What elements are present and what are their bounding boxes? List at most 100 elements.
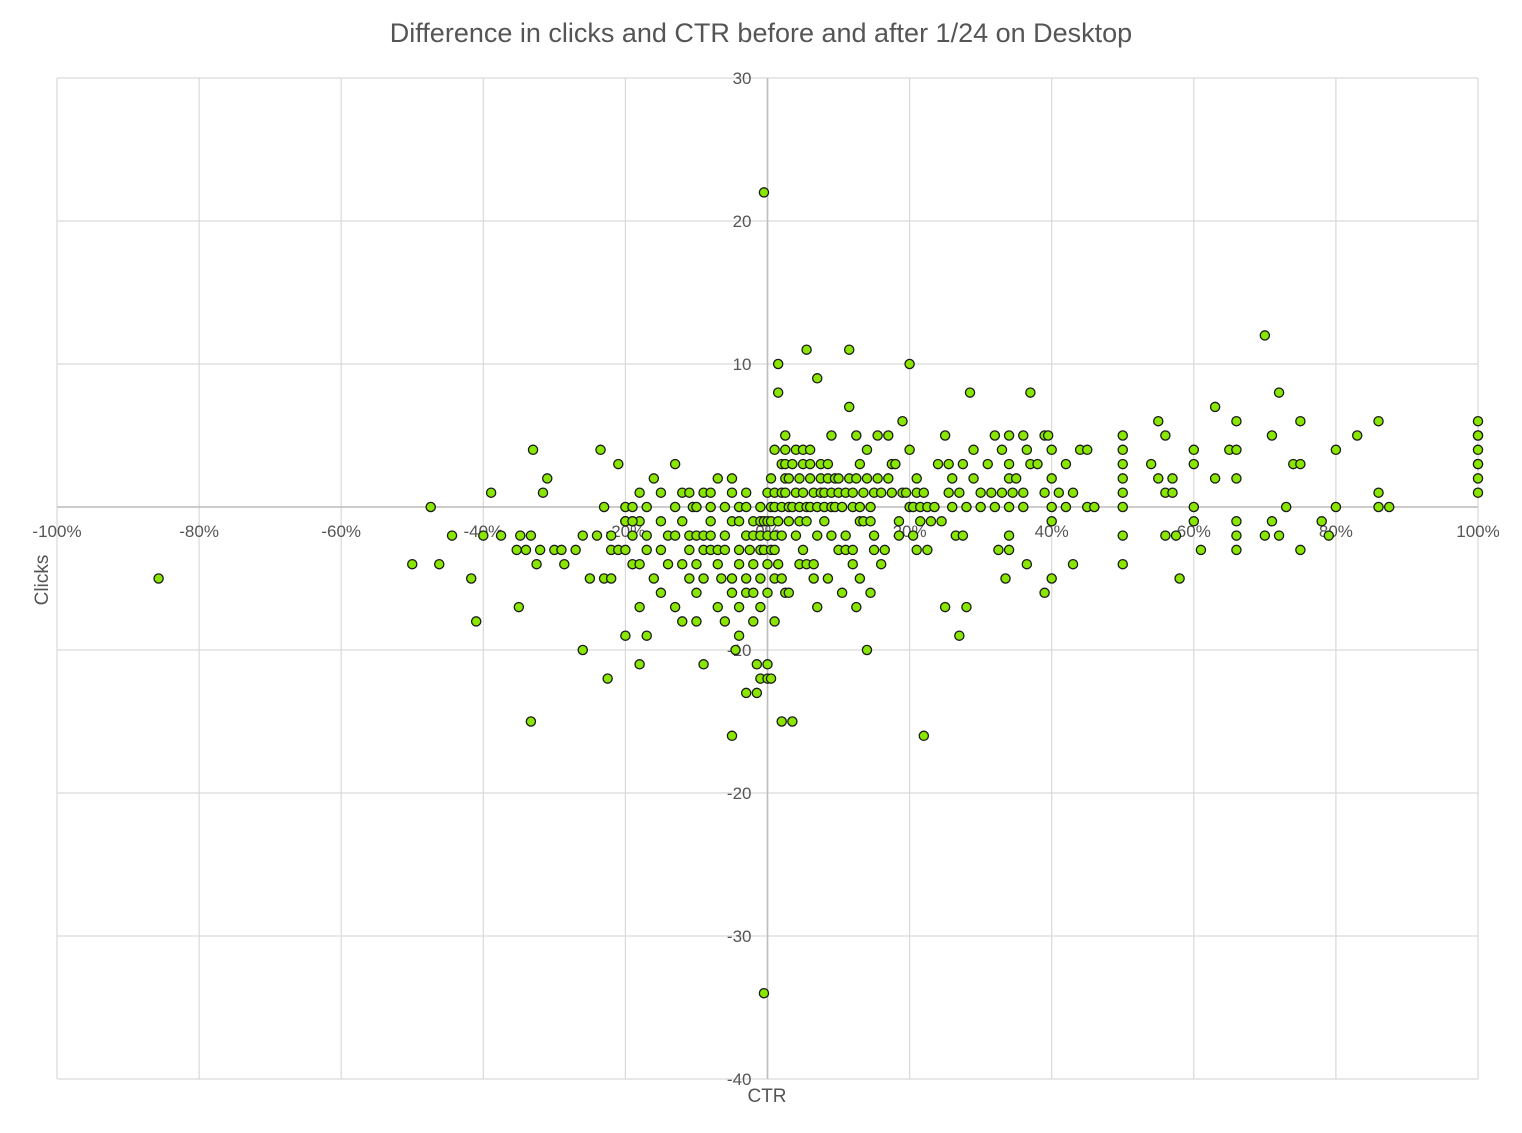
data-point	[879, 544, 890, 556]
data-point	[1195, 544, 1207, 556]
y-tick-label: 20	[733, 212, 752, 231]
data-point	[840, 530, 851, 541]
data-point	[911, 544, 922, 556]
data-point	[868, 544, 880, 556]
data-point	[1231, 516, 1242, 527]
data-point	[854, 501, 866, 513]
vertical-gridlines	[56, 78, 1479, 1079]
data-point	[890, 458, 901, 470]
data-point	[801, 516, 812, 527]
data-point	[1117, 558, 1129, 570]
data-point	[1117, 458, 1129, 470]
data-point	[726, 573, 738, 584]
data-point	[1231, 415, 1242, 427]
data-point	[968, 473, 979, 484]
data-point	[986, 487, 997, 498]
data-point	[537, 487, 549, 498]
data-point	[1060, 501, 1072, 513]
data-point	[1160, 530, 1171, 541]
data-point	[716, 573, 727, 584]
data-point	[465, 573, 477, 584]
data-point	[662, 558, 674, 570]
data-point	[765, 473, 777, 484]
x-tick-labels: -100%-80%-60%-40%-20%0%20%40%60%80%100%	[32, 522, 1499, 541]
data-point	[780, 487, 791, 498]
data-point	[1167, 473, 1178, 484]
data-point	[1160, 430, 1171, 441]
data-point	[996, 444, 1008, 456]
data-point	[808, 558, 819, 570]
data-point	[627, 516, 638, 527]
data-point	[602, 673, 613, 684]
data-point	[929, 501, 940, 513]
data-point	[826, 530, 837, 541]
data-point	[1032, 458, 1043, 470]
data-point	[875, 558, 887, 570]
data-point	[740, 687, 752, 699]
data-point	[1273, 530, 1285, 541]
x-tick-label: -60%	[321, 522, 361, 541]
data-point	[534, 544, 546, 556]
data-point	[1021, 558, 1033, 570]
data-point	[851, 430, 862, 441]
data-point	[847, 544, 859, 556]
data-point	[1042, 430, 1054, 441]
data-point	[733, 558, 745, 570]
data-point	[787, 716, 798, 727]
data-point	[655, 487, 667, 498]
data-point	[691, 558, 702, 570]
data-point	[1316, 516, 1327, 527]
data-point	[705, 516, 716, 527]
data-point	[495, 530, 507, 541]
data-point	[691, 587, 702, 599]
data-point	[861, 644, 873, 656]
data-point	[1117, 501, 1129, 513]
data-point	[836, 501, 848, 513]
data-point	[1259, 330, 1271, 341]
data-point	[1280, 501, 1292, 513]
data-point	[641, 501, 652, 513]
data-point	[1209, 473, 1221, 484]
data-point	[804, 473, 816, 484]
data-point	[1330, 444, 1342, 456]
data-point	[669, 501, 681, 513]
y-axis-label: Clicks	[32, 555, 53, 606]
data-point	[1472, 487, 1484, 498]
data-point	[804, 458, 816, 470]
data-point	[406, 558, 418, 570]
data-point	[1170, 530, 1182, 541]
data-point	[911, 473, 922, 484]
data-point	[446, 530, 458, 541]
data-point	[865, 587, 876, 599]
data-point	[684, 487, 695, 498]
data-point	[801, 344, 812, 355]
data-point	[851, 473, 862, 484]
data-point	[1295, 458, 1306, 470]
data-point	[943, 487, 954, 498]
data-point	[1018, 430, 1029, 441]
data-point	[705, 530, 716, 541]
x-tick-label: 60%	[1177, 522, 1211, 541]
data-point	[847, 487, 859, 498]
data-point	[1067, 558, 1079, 570]
data-point	[531, 558, 542, 570]
data-point	[758, 987, 770, 999]
data-point	[541, 473, 553, 484]
data-point	[865, 501, 876, 513]
data-point	[776, 716, 787, 727]
y-tick-label: 10	[733, 355, 752, 374]
data-point	[634, 487, 645, 498]
data-point	[1053, 487, 1065, 498]
data-point	[883, 430, 894, 441]
data-point	[875, 487, 887, 498]
data-point	[1003, 544, 1015, 556]
data-point	[470, 616, 482, 627]
data-point	[1231, 444, 1242, 456]
data-point	[1046, 501, 1057, 513]
data-point	[783, 587, 795, 599]
data-point	[1021, 444, 1033, 456]
data-point	[968, 444, 979, 456]
data-point	[858, 487, 869, 498]
x-tick-label: 40%	[1035, 522, 1069, 541]
data-point	[577, 530, 589, 541]
